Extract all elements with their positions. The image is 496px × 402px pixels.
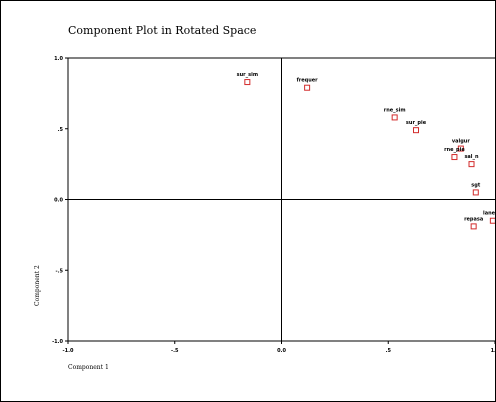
data-point (468, 161, 475, 168)
data-point (470, 223, 477, 230)
data-point-label: valgur (452, 139, 470, 145)
data-point-label: sgt (471, 182, 481, 188)
x-tick-label: 1.0 (491, 348, 495, 354)
plot-area: 1.0 .5 0.0 -.5 -1.0-1.0 -.5 0.0 .5 1.0 sur_simfre… (52, 56, 495, 354)
y-tick-label: 0.0 (54, 198, 63, 204)
data-point-label: rne_pie (444, 147, 465, 153)
data-point-label: lanerm (483, 211, 495, 217)
data-point-label: sal_n (464, 154, 479, 160)
data-point-label: sur_sim (237, 72, 258, 78)
x-tick-label: 0.0 (277, 348, 286, 354)
data-point-label: repasa (464, 216, 483, 222)
data-point (451, 154, 458, 161)
x-tick-label: -1.0 (63, 348, 74, 354)
y-tick-label: -.5 (56, 268, 64, 274)
data-point (244, 79, 251, 86)
data-point-label: sur_pie (406, 120, 427, 126)
y-tick-label: -1.0 (52, 339, 63, 345)
x-axis-title: Component 1 (68, 364, 109, 371)
data-point (391, 114, 398, 121)
y-axis-title: Component 2 (34, 265, 41, 306)
data-point (413, 127, 420, 134)
x-tick-label: -.5 (171, 348, 179, 354)
data-point (472, 189, 479, 196)
data-point (489, 217, 495, 224)
data-point (457, 145, 464, 152)
y-tick-label: .5 (58, 127, 64, 133)
data-point-label: frequer (297, 78, 319, 84)
chart-title: Component Plot in Rotated Space (68, 24, 256, 37)
y-tick-label: 1.0 (54, 56, 63, 62)
x-tick-label: .5 (386, 348, 392, 354)
data-point (304, 84, 311, 91)
data-point-label: rne_sim (384, 107, 406, 113)
